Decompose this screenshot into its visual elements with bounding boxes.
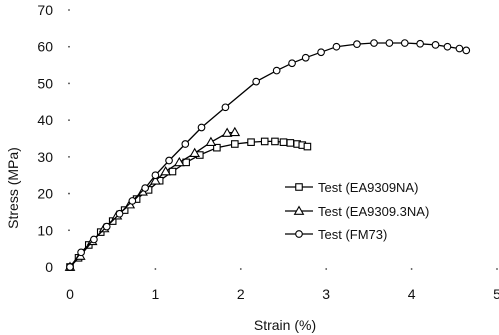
x-tick-label: 4: [408, 286, 416, 302]
data-point: [102, 222, 111, 231]
data-point: [301, 53, 310, 62]
x-tick-mark: [239, 268, 242, 270]
data-point: [151, 171, 160, 180]
x-axis-title: Strain (%): [254, 317, 316, 333]
data-point: [303, 142, 312, 151]
y-tick-label: 50: [37, 75, 53, 91]
y-tick-mark: [68, 119, 70, 122]
data-point: [370, 39, 378, 47]
y-tick-mark: [68, 229, 70, 232]
y-tick-mark: [68, 192, 70, 195]
data-point: [165, 156, 173, 165]
plot-area: [64, 39, 471, 271]
data-point: [221, 103, 230, 112]
data-point: [400, 39, 409, 47]
data-point: [431, 41, 440, 49]
y-tick-label: 70: [37, 2, 53, 18]
x-axis: 0 1 2 3 4 5: [66, 268, 499, 302]
data-point: [221, 127, 233, 137]
data-point: [271, 137, 279, 146]
legend: Test (EA9309NA) Test (EA9309.3NA) Test (FM…: [285, 180, 429, 242]
data-point: [197, 123, 206, 132]
data-point: [213, 143, 221, 152]
x-tick-mark: [154, 268, 157, 270]
y-tick-mark: [68, 45, 70, 48]
data-point: [128, 197, 137, 205]
data-point: [272, 66, 281, 75]
data-point: [231, 140, 239, 148]
x-tick-label: 0: [66, 286, 74, 302]
data-point: [150, 175, 161, 185]
series-line: [69, 131, 235, 268]
data-point: [189, 147, 201, 158]
data-point: [141, 184, 150, 192]
x-tick-mark: [496, 268, 498, 270]
legend-label: Test (FM73): [318, 227, 387, 242]
data-point: [455, 44, 464, 53]
y-axis-title: Stress (MPa): [5, 147, 21, 229]
data-point: [416, 39, 424, 48]
data-point: [353, 40, 361, 48]
y-tick-label: 10: [37, 222, 53, 238]
x-tick-mark: [410, 268, 413, 270]
data-point: [120, 206, 129, 214]
series-line: [69, 42, 467, 268]
data-point: [462, 46, 471, 55]
data-point: [279, 138, 288, 146]
y-tick-label: 0: [45, 259, 53, 275]
legend-item: Test (FM73): [285, 227, 387, 242]
y-tick-label: 60: [37, 39, 53, 55]
data-point: [252, 77, 261, 86]
y-tick-mark: [68, 155, 70, 158]
data-point: [385, 39, 394, 47]
legend-label: Test (EA9309.3NA): [318, 204, 429, 219]
data-point: [66, 263, 74, 271]
legend-marker: [293, 205, 305, 215]
data-point: [260, 137, 269, 146]
x-tick-label: 2: [237, 286, 245, 302]
legend-marker: [295, 183, 303, 191]
data-point: [115, 209, 124, 218]
series-square: [66, 137, 312, 271]
data-point: [286, 139, 295, 147]
data-point: [229, 126, 241, 137]
legend-item: Test (EA9309.3NA): [285, 204, 429, 219]
y-tick-mark: [68, 9, 70, 11]
data-point: [288, 59, 296, 68]
y-tick-label: 40: [37, 112, 53, 128]
x-tick-mark: [325, 268, 328, 270]
legend-marker: [295, 230, 303, 238]
data-point: [168, 167, 177, 176]
y-tick-label: 20: [37, 186, 53, 202]
x-tick-label: 1: [152, 286, 160, 302]
data-point: [205, 136, 217, 147]
data-point: [317, 48, 325, 57]
x-tick-label: 3: [322, 286, 330, 302]
data-point: [332, 42, 341, 51]
data-point: [443, 42, 452, 51]
series-circle: [66, 39, 471, 271]
data-point: [160, 166, 171, 176]
y-axis: 0 10 20 30 40 50 60 70: [37, 2, 70, 275]
data-point: [181, 140, 190, 148]
y-tick-label: 30: [37, 149, 53, 165]
data-point: [247, 138, 255, 146]
data-point: [90, 235, 98, 244]
data-point: [173, 156, 185, 167]
data-point: [182, 158, 190, 167]
y-tick-mark: [68, 82, 70, 85]
x-tick-label: 5: [493, 286, 499, 302]
legend-item: Test (EA9309NA): [285, 180, 418, 195]
legend-label: Test (EA9309NA): [318, 180, 418, 195]
data-point: [77, 248, 85, 257]
